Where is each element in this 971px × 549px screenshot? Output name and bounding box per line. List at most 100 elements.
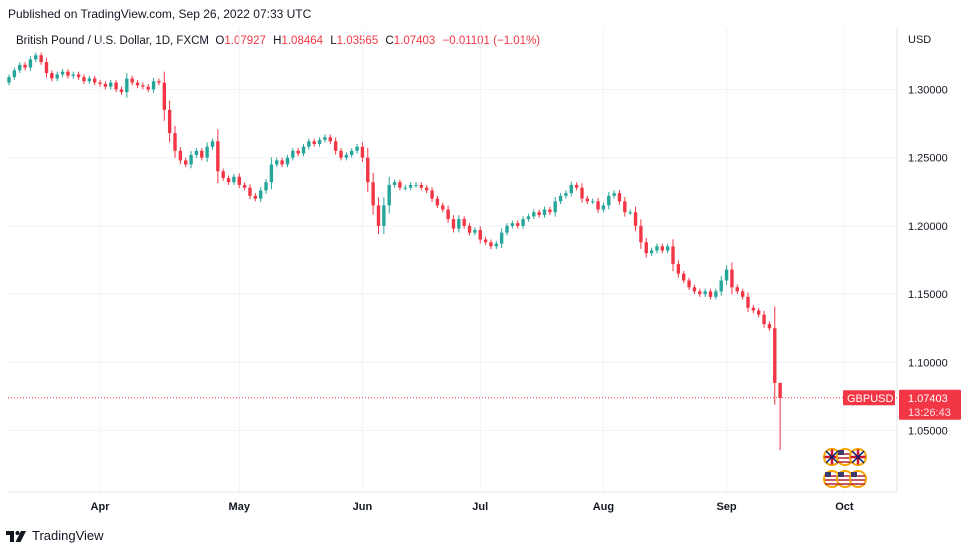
candle-body [649, 250, 654, 254]
candle-body [221, 171, 225, 179]
candle-body [703, 291, 707, 295]
candle-body [269, 164, 274, 183]
candle-body [762, 314, 766, 325]
candle-body [275, 160, 279, 165]
candle-body [98, 82, 102, 84]
candle-body [435, 198, 440, 206]
candle-body [253, 195, 258, 199]
time-tick-label: Aug [593, 501, 614, 513]
price-tag-countdown: 13:26:43 [908, 407, 951, 419]
candle-body [521, 219, 525, 226]
candle-body [698, 291, 702, 295]
candle-body [430, 190, 434, 199]
candle-body [398, 182, 402, 188]
price-tick-label: 1.30000 [908, 84, 948, 96]
price-axis[interactable]: 1.30000 1.25000 1.20000 1.15000 1.10000 1.050… [908, 84, 948, 437]
candle-body [553, 201, 557, 213]
candle-body [355, 146, 359, 151]
candle-body [66, 71, 70, 76]
candle-body [103, 83, 108, 87]
candle-body [558, 195, 563, 202]
candle-body [382, 205, 386, 226]
candle-body [617, 193, 622, 202]
close-value: 1.07403 [393, 35, 436, 47]
candle-body [478, 229, 482, 240]
candle-body [258, 190, 263, 199]
candle-body [194, 150, 199, 155]
candle-body [34, 55, 38, 60]
candle-body [92, 78, 97, 83]
candle-body [596, 201, 600, 210]
candle-body [130, 78, 134, 83]
candle-body [751, 307, 756, 311]
candle-body [419, 184, 424, 188]
candle-body [623, 201, 627, 213]
change-value: −0.01101 (−1.01%) [442, 35, 541, 47]
candle-body [724, 269, 729, 281]
candle-body [757, 310, 761, 315]
candle-body [210, 141, 215, 147]
candle-body [216, 141, 220, 172]
time-tick-label: Sep [716, 501, 736, 513]
candle-body [205, 146, 209, 158]
symbol-legend: British Pound / U.S. Dollar, 1D, FXCM O1… [16, 35, 540, 47]
candle-body [735, 287, 739, 292]
candle-body [189, 154, 193, 165]
candle-body [226, 178, 231, 183]
candle-body [280, 160, 284, 165]
candle-body [607, 195, 611, 206]
candle-body [371, 182, 375, 206]
candle-body [87, 78, 92, 82]
symbol-name: British Pound / U.S. Dollar, 1D, FXCM [16, 35, 210, 47]
price-tag: 1.07403 13:26:43 [899, 389, 961, 420]
time-axis[interactable]: Apr May Jun Jul Aug Sep Oct [91, 501, 854, 513]
tradingview-brand: TradingView [32, 528, 104, 543]
candle-body [76, 74, 81, 78]
candle-body [676, 264, 681, 274]
candle-body [612, 193, 616, 196]
tradingview-logo-icon[interactable] [6, 529, 26, 543]
candle-body [655, 246, 659, 251]
candle-body [414, 184, 418, 186]
candle-body [746, 296, 750, 308]
candle-body [55, 74, 59, 79]
candle-body [462, 219, 466, 226]
candle-body [50, 73, 54, 79]
price-tick-label: 1.25000 [908, 153, 948, 165]
time-tick-label: Jul [472, 501, 488, 513]
candle-body [499, 232, 504, 244]
open-value: 1.07927 [224, 35, 266, 47]
candle-body [157, 81, 161, 83]
price-chart[interactable]: 1.30000 1.25000 1.20000 1.15000 1.10000 1.050… [0, 0, 971, 525]
candle-body [264, 182, 268, 191]
candle-body [109, 82, 113, 87]
low-value: 1.03565 [336, 35, 379, 47]
candle-body [644, 242, 648, 254]
candle-body [510, 223, 515, 226]
candle-body [532, 212, 536, 217]
candle-body [446, 209, 450, 220]
candle-body [82, 77, 86, 82]
candle-body [767, 324, 772, 329]
candle-body [451, 219, 456, 229]
candle-body [403, 187, 407, 189]
candle-body [162, 82, 166, 110]
candle-body [232, 176, 236, 183]
candle-body [135, 82, 140, 86]
candle-body [44, 62, 49, 74]
candle-body [773, 328, 777, 383]
uk-flag-icon[interactable] [849, 448, 867, 466]
candle-body [200, 150, 204, 158]
symbol-tag: GBPUSD [843, 390, 895, 406]
candle-body [248, 187, 252, 196]
candle-body [633, 212, 638, 226]
candle-body [585, 198, 590, 202]
candle-body [28, 59, 33, 68]
us-flag-icon[interactable] [849, 470, 867, 488]
candle-body [317, 139, 322, 144]
price-tick-label: 1.20000 [908, 221, 948, 233]
candle-body [242, 184, 247, 188]
candle-body [483, 239, 488, 243]
economic-events[interactable] [823, 448, 867, 488]
candle-body [714, 291, 718, 297]
